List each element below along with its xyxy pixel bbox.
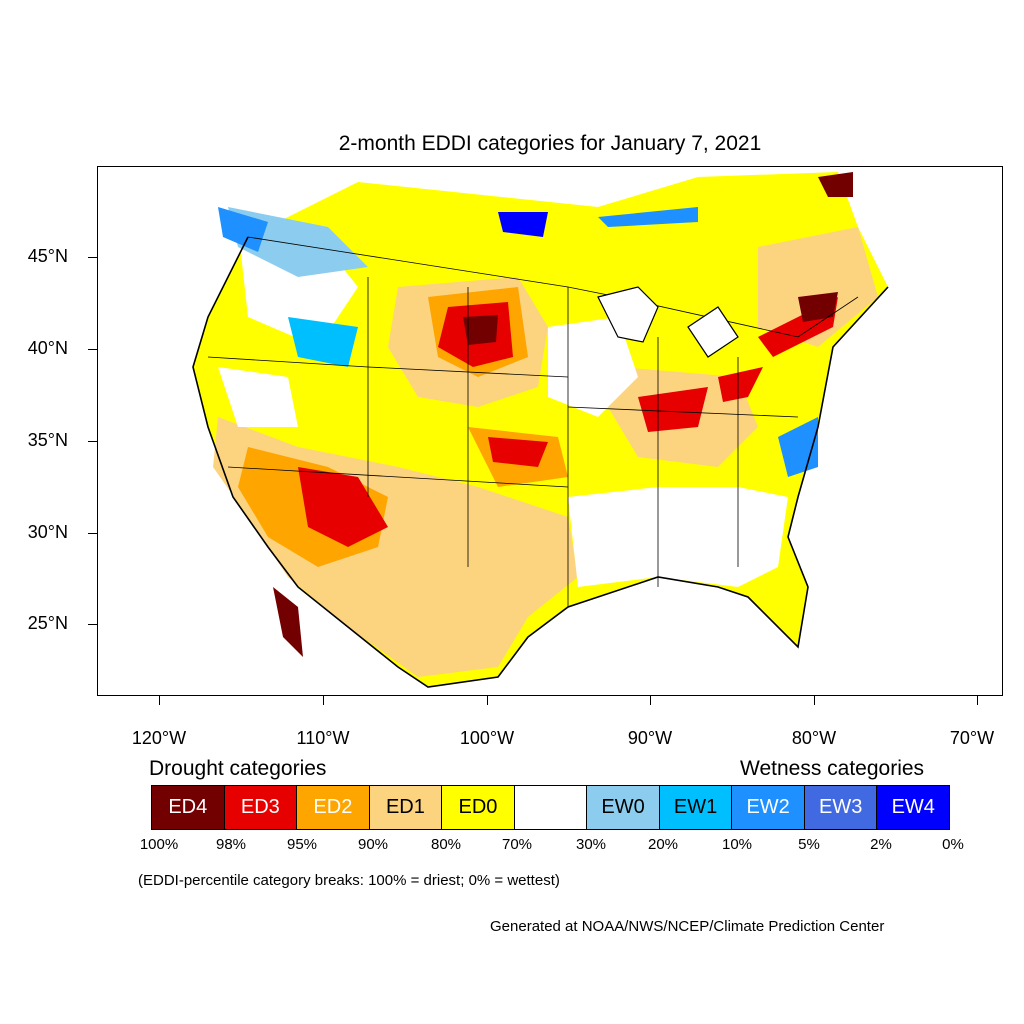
neutral-southeast — [568, 487, 788, 587]
coastline — [192, 236, 889, 688]
ew1-idaho — [288, 317, 358, 367]
ed3-kansas — [488, 437, 548, 467]
percent-break: 0% — [942, 836, 964, 853]
lon-label: 110°W — [296, 728, 350, 748]
percent-break: 10% — [721, 836, 753, 853]
legend-ed3: ED3 — [224, 786, 298, 829]
legend-ed4: ED4 — [152, 786, 225, 829]
tick-100w — [487, 696, 489, 705]
percent-break: 5% — [798, 836, 820, 853]
ed3-lake-erie — [718, 367, 763, 402]
tick-70w — [977, 696, 979, 705]
tick-35n — [88, 441, 97, 443]
lat-label: 30°N — [27, 522, 68, 542]
percent-break: 98% — [215, 836, 247, 853]
tick-40n — [88, 349, 97, 351]
percent-break: 80% — [430, 836, 462, 853]
state-boundaries — [207, 236, 859, 607]
percent-break: 95% — [286, 836, 318, 853]
legend-ed2: ED2 — [297, 786, 370, 829]
percent-break: 70% — [501, 836, 533, 853]
legend-bar: ED4 ED3 ED2 ED1 ED0 EW0 EW1 EW2 EW3 EW4 — [151, 785, 950, 830]
tick-90w — [650, 696, 652, 705]
map-title: 2-month EDDI categories for January 7, 2… — [338, 132, 762, 155]
percent-break: 100% — [139, 836, 179, 853]
legend-ed1: ED1 — [369, 786, 443, 829]
lon-label: 100°W — [459, 728, 515, 748]
percent-break: 2% — [870, 836, 892, 853]
ed4-new-york — [798, 292, 838, 322]
tick-30n — [88, 533, 97, 535]
lat-label: 45°N — [27, 246, 68, 266]
lon-label: 80°W — [791, 728, 837, 748]
ed4-baja — [273, 587, 303, 657]
lat-label: 35°N — [27, 430, 68, 450]
legend-neutral — [514, 786, 588, 829]
eddi-map-svg — [192, 172, 889, 688]
lon-label: 90°W — [627, 728, 673, 748]
lon-label: 70°W — [949, 728, 995, 748]
percent-break: 30% — [575, 836, 607, 853]
legend-ew3: EW3 — [804, 786, 878, 829]
ed1-northeast — [758, 227, 878, 347]
ed4-quebec — [818, 172, 853, 197]
legend-ew1: EW1 — [659, 786, 733, 829]
ed4-nebraska — [463, 315, 498, 345]
legend-ew4: EW4 — [877, 786, 950, 829]
ew1-washington — [218, 207, 268, 252]
credit-line: Generated at NOAA/NWS/NCEP/Climate Predi… — [490, 918, 885, 935]
ed3-ohio — [638, 387, 708, 432]
percent-break: 20% — [647, 836, 679, 853]
tick-120w — [159, 696, 161, 705]
tick-25n — [88, 624, 97, 626]
tick-80w — [814, 696, 816, 705]
ew4-minnesota — [498, 212, 548, 237]
percent-break: 90% — [357, 836, 389, 853]
ew2-canada — [598, 207, 698, 227]
eddi-map — [97, 166, 1003, 696]
lat-label: 40°N — [27, 338, 68, 358]
wetness-heading: Wetness categories — [740, 757, 925, 780]
tick-45n — [88, 257, 97, 259]
legend-ew0: EW0 — [587, 786, 660, 829]
legend-note: (EDDI-percentile category breaks: 100% =… — [138, 872, 560, 889]
drought-heading: Drought categories — [149, 757, 327, 780]
neutral-nevada — [218, 367, 298, 427]
lon-label: 120°W — [131, 728, 187, 748]
neutral-midwest — [548, 317, 638, 417]
tick-110w — [323, 696, 325, 705]
legend-ew2: EW2 — [732, 786, 805, 829]
ed3-arizona — [298, 467, 388, 547]
great-lakes — [597, 286, 739, 358]
lat-label: 25°N — [27, 613, 68, 633]
legend-ed0: ED0 — [442, 786, 515, 829]
